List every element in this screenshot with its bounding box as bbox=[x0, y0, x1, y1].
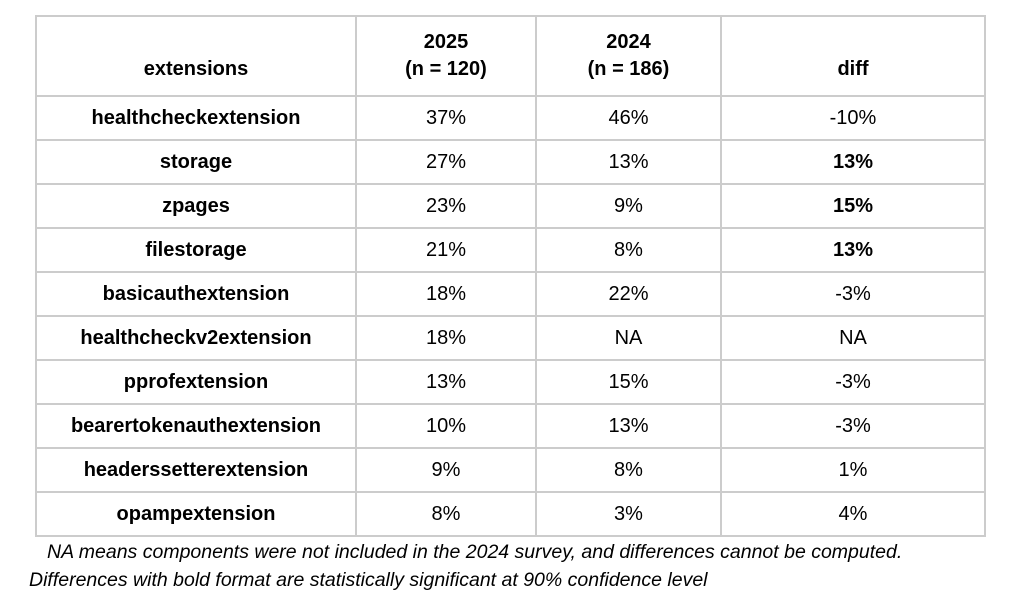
extension-name-cell: opampextension bbox=[35, 491, 357, 537]
value-2025-cell: 9% bbox=[355, 447, 537, 493]
column-header-extensions: extensions bbox=[35, 15, 357, 97]
diff-cell: -10% bbox=[720, 95, 986, 141]
value-2024-cell: 13% bbox=[535, 403, 722, 449]
value-2024-cell: 9% bbox=[535, 183, 722, 229]
extension-name-cell: healthcheckextension bbox=[35, 95, 357, 141]
diff-cell: -3% bbox=[720, 359, 986, 405]
value-2024-cell: 8% bbox=[535, 227, 722, 273]
value-2024-cell: 22% bbox=[535, 271, 722, 317]
table-row: healthcheckextension 37% 46% -10% bbox=[35, 95, 986, 141]
extension-name-cell: headerssetterextension bbox=[35, 447, 357, 493]
value-2025-cell: 27% bbox=[355, 139, 537, 185]
header-2025-n: (n = 120) bbox=[405, 58, 487, 80]
footnote-na-explanation: NA means components were not included in… bbox=[47, 541, 903, 563]
value-2025-cell: 21% bbox=[355, 227, 537, 273]
extension-name-cell: bearertokenauthextension bbox=[35, 403, 357, 449]
diff-cell: -3% bbox=[720, 403, 986, 449]
extension-name-cell: storage bbox=[35, 139, 357, 185]
diff-cell: 1% bbox=[720, 447, 986, 493]
extension-name-cell: filestorage bbox=[35, 227, 357, 273]
value-2025-cell: 37% bbox=[355, 95, 537, 141]
diff-cell: 13% bbox=[720, 139, 986, 185]
value-2024-cell: 8% bbox=[535, 447, 722, 493]
footnotes: NA means components were not included in… bbox=[0, 538, 1012, 594]
value-2025-cell: 8% bbox=[355, 491, 537, 537]
diff-cell: -3% bbox=[720, 271, 986, 317]
value-2025-cell: 18% bbox=[355, 315, 537, 361]
table-row: opampextension 8% 3% 4% bbox=[35, 491, 986, 537]
extension-name-cell: zpages bbox=[35, 183, 357, 229]
value-2024-cell: 13% bbox=[535, 139, 722, 185]
extension-name-cell: healthcheckv2extension bbox=[35, 315, 357, 361]
value-2025-cell: 23% bbox=[355, 183, 537, 229]
header-2025-year: 2025 bbox=[423, 31, 469, 53]
diff-cell: 15% bbox=[720, 183, 986, 229]
column-header-diff: diff bbox=[720, 15, 986, 97]
extension-name-cell: basicauthextension bbox=[35, 271, 357, 317]
value-2025-cell: 10% bbox=[355, 403, 537, 449]
table-row: healthcheckv2extension 18% NA NA bbox=[35, 315, 986, 361]
table-row: headerssetterextension 9% 8% 1% bbox=[35, 447, 986, 493]
value-2025-cell: 13% bbox=[355, 359, 537, 405]
extensions-survey-table: extensions 2025 (n = 120) 2024 (n = 186)… bbox=[35, 15, 986, 537]
diff-cell: 13% bbox=[720, 227, 986, 273]
header-row: extensions 2025 (n = 120) 2024 (n = 186)… bbox=[35, 15, 986, 97]
table-row: storage 27% 13% 13% bbox=[35, 139, 986, 185]
value-2025-cell: 18% bbox=[355, 271, 537, 317]
header-2024-n: (n = 186) bbox=[587, 58, 670, 80]
extension-name-cell: pprofextension bbox=[35, 359, 357, 405]
table-row: pprofextension 13% 15% -3% bbox=[35, 359, 986, 405]
value-2024-cell: 46% bbox=[535, 95, 722, 141]
value-2024-cell: NA bbox=[535, 315, 722, 361]
diff-cell: 4% bbox=[720, 491, 986, 537]
header-2024-year: 2024 bbox=[606, 31, 651, 53]
table-row: zpages 23% 9% 15% bbox=[35, 183, 986, 229]
value-2024-cell: 3% bbox=[535, 491, 722, 537]
table-row: filestorage 21% 8% 13% bbox=[35, 227, 986, 273]
table-row: basicauthextension 18% 22% -3% bbox=[35, 271, 986, 317]
table-row: bearertokenauthextension 10% 13% -3% bbox=[35, 403, 986, 449]
column-header-2024: 2024 (n = 186) bbox=[535, 15, 722, 97]
value-2024-cell: 15% bbox=[535, 359, 722, 405]
diff-cell: NA bbox=[720, 315, 986, 361]
column-header-2025: 2025 (n = 120) bbox=[355, 15, 537, 97]
footnote-significance-explanation: Differences with bold format are statist… bbox=[29, 569, 708, 591]
